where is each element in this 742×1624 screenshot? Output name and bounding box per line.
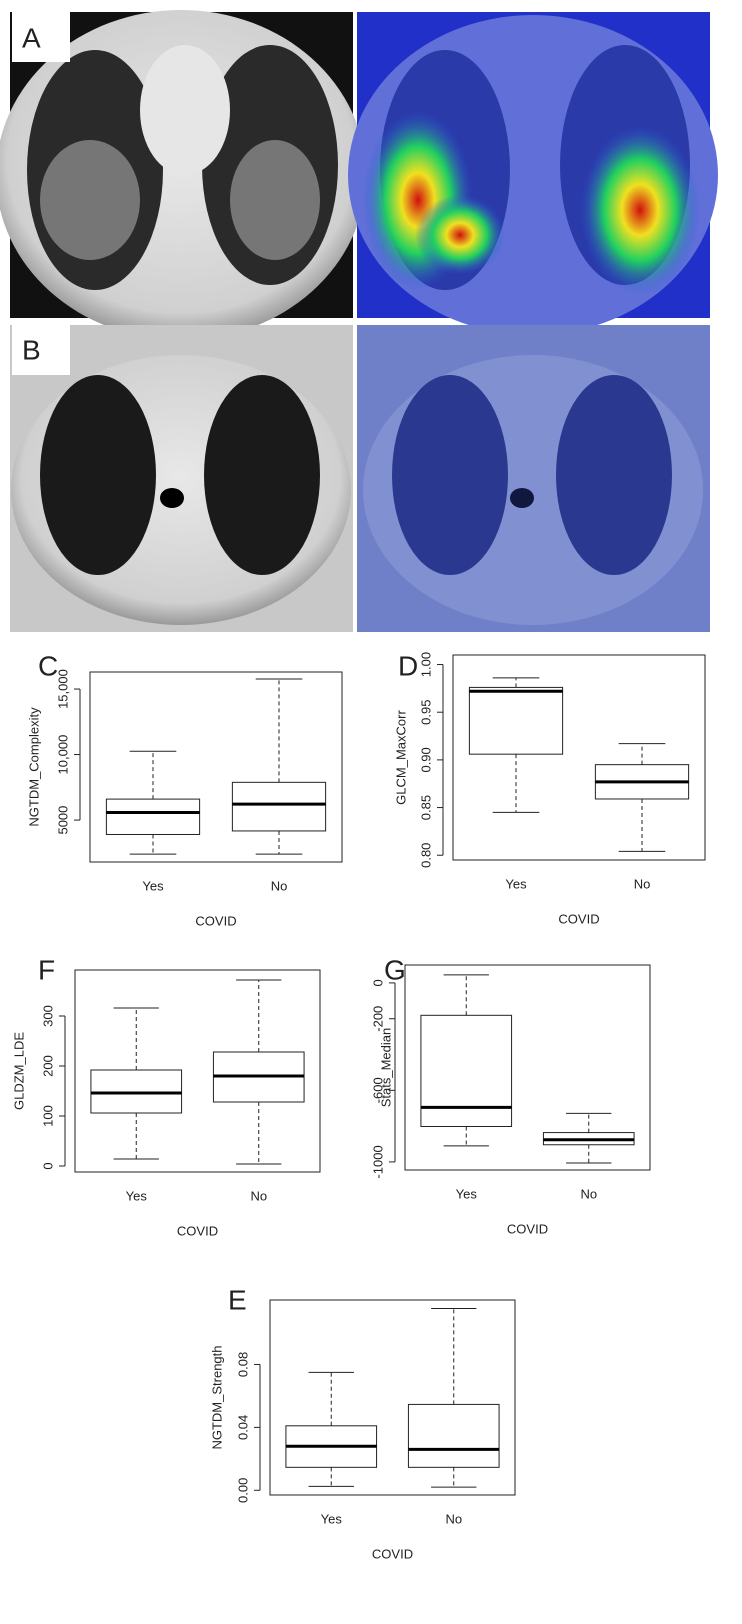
- y-axis-label: GLDZM_LDE: [11, 1032, 26, 1110]
- y-tick-label: 0.08: [235, 1352, 250, 1377]
- box: [468, 686, 564, 755]
- y-tick-label: 100: [40, 1105, 55, 1127]
- x-axis-label: COVID: [507, 1221, 548, 1236]
- x-axis-label: COVID: [177, 1223, 218, 1238]
- box: [420, 1014, 513, 1127]
- plot-frame: [269, 1299, 516, 1496]
- panel-letter: B: [22, 334, 41, 365]
- plot-frame: [74, 969, 321, 1173]
- y-tick-label: -200: [370, 1006, 385, 1032]
- y-tick-label: 0.80: [418, 843, 433, 868]
- x-tick-label: Yes: [321, 1511, 343, 1526]
- box: [407, 1403, 500, 1468]
- x-axis-label: COVID: [195, 913, 236, 928]
- y-axis-label: GLCM_MaxCorr: [393, 710, 408, 805]
- y-tick-label: 10,000: [55, 735, 70, 775]
- y-tick-label: 200: [40, 1055, 55, 1077]
- x-axis-label: COVID: [372, 1546, 413, 1561]
- y-tick-label: 0.90: [418, 747, 433, 772]
- ct-row-b: B: [10, 325, 710, 632]
- x-tick-label: Yes: [456, 1186, 478, 1201]
- panel-letter: G: [384, 954, 406, 985]
- y-axis-label: NGTDM_Strength: [209, 1345, 224, 1449]
- box: [231, 781, 327, 832]
- x-tick-label: Yes: [142, 878, 164, 893]
- box: [105, 798, 201, 835]
- x-tick-label: No: [250, 1188, 267, 1203]
- y-tick-label: 1.00: [418, 652, 433, 677]
- panel-letter: F: [38, 954, 55, 985]
- y-tick-label: -600: [370, 1077, 385, 1103]
- x-axis-label: COVID: [558, 911, 599, 926]
- y-tick-label: -1000: [370, 1145, 385, 1178]
- y-tick-label: 0.00: [235, 1478, 250, 1503]
- x-tick-label: Yes: [126, 1188, 148, 1203]
- plot-frame: [404, 964, 651, 1171]
- panel-letter: A: [22, 22, 41, 53]
- x-tick-label: No: [580, 1186, 597, 1201]
- x-tick-label: No: [634, 876, 651, 891]
- y-tick-label: 0: [370, 979, 385, 986]
- ct-row-a: A: [0, 10, 718, 340]
- y-tick-label: 0.85: [418, 795, 433, 820]
- panel-letter: C: [38, 650, 58, 681]
- y-tick-label: 0: [40, 1162, 55, 1169]
- plot-frame: [89, 671, 343, 863]
- plot-frame: [452, 654, 706, 861]
- panel-letter: E: [228, 1284, 247, 1315]
- y-tick-label: 5000: [55, 806, 70, 835]
- y-axis-label: Stats_Median: [378, 1028, 393, 1108]
- y-tick-label: 0.95: [418, 700, 433, 725]
- x-tick-label: No: [445, 1511, 462, 1526]
- panel-letter: D: [398, 650, 418, 681]
- x-tick-label: Yes: [505, 876, 527, 891]
- y-axis-label: NGTDM_Complexity: [26, 707, 41, 827]
- y-tick-label: 0.04: [235, 1415, 250, 1440]
- y-tick-label: 300: [40, 1005, 55, 1027]
- y-tick-label: 15,000: [55, 669, 70, 709]
- x-tick-label: No: [271, 878, 288, 893]
